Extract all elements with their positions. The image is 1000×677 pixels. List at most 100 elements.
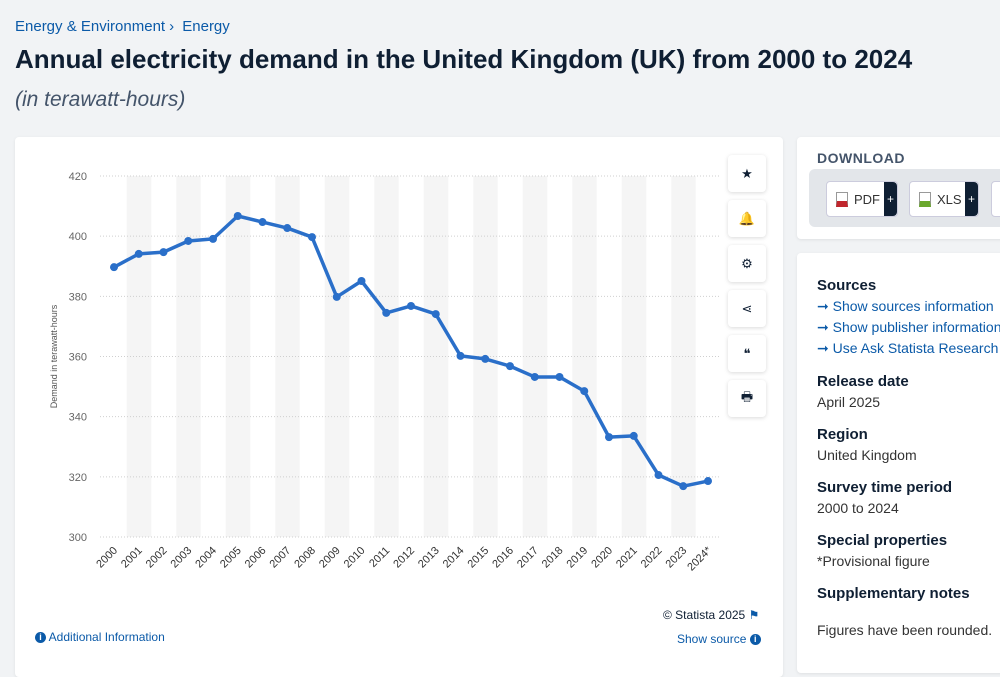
- x-tick-label: 2022: [639, 545, 665, 571]
- copyright: © Statista 2025 ⚑: [663, 608, 760, 622]
- x-tick-label: 2012: [391, 545, 417, 571]
- quote-button[interactable]: ❝: [728, 335, 766, 372]
- breadcrumb: Energy & Environment › Energy: [15, 18, 230, 35]
- data-point: [456, 351, 465, 360]
- sources-heading: Sources: [817, 277, 877, 294]
- x-tick-label: 2001: [119, 545, 145, 571]
- x-tick-label: 2011: [367, 545, 392, 570]
- x-tick-label: 2020: [589, 545, 615, 571]
- gear-button[interactable]: ⚙: [728, 245, 766, 282]
- column-band: [176, 176, 201, 537]
- x-tick-label: 2004: [193, 545, 219, 571]
- x-tick-label: 2014: [441, 545, 467, 571]
- publisher-link[interactable]: ➞ Show publisher information: [817, 319, 1000, 335]
- chart-card: 300 320 340 360 380 400 420 2000 2001 2002 2003 200…: [15, 137, 783, 677]
- data-point: [357, 276, 366, 285]
- xls-file-icon: [919, 191, 931, 207]
- data-point: [407, 301, 415, 310]
- x-tick-label: 2017: [515, 545, 541, 571]
- data-point: [159, 248, 168, 257]
- info-icon: i: [749, 634, 761, 646]
- data-point: [332, 292, 341, 301]
- data-point: [209, 234, 217, 243]
- data-point: [629, 431, 638, 440]
- x-tick-label: 2008: [292, 545, 318, 571]
- notes-heading: Supplementary notes: [817, 585, 970, 602]
- info-icon: i: [35, 632, 46, 644]
- x-tick-label: 2024*: [685, 544, 714, 573]
- x-tick-label: 2006: [243, 545, 269, 571]
- sources-link[interactable]: ➞ Show sources information: [817, 298, 994, 314]
- x-tick-label: 2018: [540, 545, 566, 571]
- x-tick-label: 2015: [466, 545, 492, 571]
- quote-icon: ❝: [743, 345, 751, 361]
- x-tick-label: 2000: [94, 545, 120, 571]
- plus-icon: +: [965, 182, 978, 216]
- y-axis-label: Demand in terawatt-hours: [49, 304, 59, 408]
- flag-icon: ⚑: [748, 608, 760, 622]
- chart-toolbar: ★ 🔔 ⚙ ⋖ ❝ 🖶: [728, 155, 766, 417]
- x-tick-label: 2009: [317, 545, 343, 571]
- special-heading: Special properties: [817, 532, 948, 549]
- data-point: [233, 212, 242, 221]
- x-tick-label: 2003: [169, 545, 195, 571]
- column-band: [572, 176, 597, 537]
- x-tick-label: 2002: [144, 545, 170, 571]
- breadcrumb-link[interactable]: Energy: [182, 18, 230, 35]
- share-button[interactable]: ⋖: [728, 290, 766, 327]
- data-point: [530, 372, 539, 381]
- y-tick-label: 340: [69, 412, 87, 424]
- x-tick-label: 2007: [268, 545, 294, 571]
- data-point: [431, 310, 440, 319]
- star-button[interactable]: ★: [728, 155, 766, 192]
- y-tick-label: 400: [69, 231, 87, 243]
- special-value: *Provisional figure: [817, 553, 930, 569]
- download-more-button[interactable]: [991, 181, 1000, 217]
- y-tick-label: 300: [69, 532, 87, 544]
- data-point: [704, 477, 712, 486]
- data-point: [258, 218, 267, 227]
- bell-icon: 🔔: [738, 210, 756, 226]
- data-point: [654, 471, 663, 480]
- research-link[interactable]: ➞ Use Ask Statista Research Service: [817, 340, 1000, 356]
- print-icon: 🖶: [740, 388, 754, 404]
- page-subtitle: (in terawatt-hours): [15, 88, 186, 111]
- x-tick-label: 2019: [565, 545, 591, 571]
- release-value: April 2025: [817, 394, 881, 410]
- bell-button[interactable]: 🔔: [728, 200, 766, 237]
- pdf-file-icon: [836, 191, 848, 207]
- series-line: [113, 214, 709, 488]
- details-panel: Sources ➞ Show sources information ➞ Sho…: [797, 253, 1000, 673]
- plus-icon: +: [884, 182, 897, 216]
- show-source-link[interactable]: Show source i: [677, 632, 761, 646]
- x-tick-label: 2005: [218, 545, 244, 571]
- data-point: [184, 236, 193, 245]
- data-point: [555, 372, 564, 381]
- download-xls-button[interactable]: XLS +: [909, 181, 979, 217]
- print-button[interactable]: 🖶: [728, 380, 766, 417]
- data-point: [481, 354, 490, 363]
- x-tick-label: 2013: [416, 545, 442, 571]
- x-tick-label: 2016: [490, 545, 516, 571]
- data-point: [506, 362, 514, 371]
- additional-information-link[interactable]: i Additional Information: [35, 630, 165, 644]
- download-pdf-button[interactable]: PDF +: [826, 181, 898, 217]
- data-point: [580, 387, 589, 396]
- column-band: [374, 176, 399, 537]
- x-tick-label: 2010: [342, 545, 368, 571]
- line-chart: 3003203403603804004202000200120022003200…: [49, 171, 720, 573]
- breadcrumb-link[interactable]: Energy & Environment: [15, 18, 166, 35]
- data-point: [283, 224, 292, 233]
- data-point: [605, 433, 613, 442]
- gear-icon: ⚙: [741, 255, 753, 271]
- share-icon: ⋖: [741, 300, 753, 316]
- y-tick-label: 320: [69, 472, 87, 484]
- data-point: [308, 233, 316, 242]
- page-title: Annual electricity demand in the United …: [15, 44, 913, 74]
- x-tick-label: 2021: [614, 545, 640, 571]
- download-title: DOWNLOAD: [817, 150, 905, 166]
- region-value: United Kingdom: [817, 447, 917, 463]
- y-tick-label: 380: [69, 291, 87, 303]
- y-tick-label: 360: [69, 352, 87, 364]
- period-value: 2000 to 2024: [817, 500, 899, 516]
